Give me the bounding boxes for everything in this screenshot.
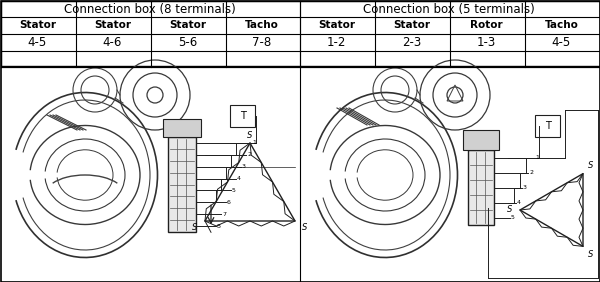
Text: 3: 3 (242, 164, 246, 169)
Bar (535, 115, 560, 137)
Text: 2: 2 (247, 152, 251, 157)
Bar (468, 150, 494, 225)
Text: Stator: Stator (169, 21, 206, 30)
Bar (163, 119, 201, 137)
Text: 4-5: 4-5 (28, 36, 47, 49)
Text: 1-2: 1-2 (327, 36, 346, 49)
Text: 5-6: 5-6 (178, 36, 197, 49)
Text: Stator: Stator (94, 21, 131, 30)
Text: Connection box (5 terminals): Connection box (5 terminals) (363, 3, 535, 16)
Text: T: T (545, 121, 550, 131)
Bar (1, 1, 599, 65)
Text: 1: 1 (535, 155, 539, 160)
Bar (168, 137, 196, 232)
Text: Stator: Stator (19, 21, 56, 30)
Text: Tacho: Tacho (545, 21, 578, 30)
Bar (230, 105, 255, 127)
Text: 5: 5 (511, 215, 515, 220)
Text: 3: 3 (523, 185, 527, 190)
Text: 4: 4 (517, 200, 521, 205)
Text: Tacho: Tacho (245, 21, 279, 30)
Text: S: S (589, 250, 593, 259)
Text: Rotor: Rotor (470, 21, 503, 30)
Text: S: S (247, 131, 253, 140)
Bar (463, 130, 499, 150)
Text: 7: 7 (222, 212, 226, 217)
Text: Stator: Stator (393, 21, 430, 30)
Text: 8: 8 (217, 224, 221, 229)
Text: 2-3: 2-3 (402, 36, 421, 49)
Text: 5: 5 (232, 188, 236, 193)
Text: Stator: Stator (318, 21, 355, 30)
Text: S: S (192, 222, 197, 232)
Text: T: T (239, 111, 245, 121)
Text: 2: 2 (529, 170, 533, 175)
Text: Connection box (8 terminals): Connection box (8 terminals) (64, 3, 235, 16)
Text: S: S (302, 222, 308, 232)
Text: S: S (589, 161, 593, 170)
Text: 4-6: 4-6 (103, 36, 122, 49)
Text: 4: 4 (237, 176, 241, 181)
Text: 1-3: 1-3 (477, 36, 496, 49)
Text: 1: 1 (252, 140, 256, 146)
Text: 7-8: 7-8 (253, 36, 272, 49)
Text: 6: 6 (227, 200, 231, 205)
Text: S: S (508, 206, 512, 215)
Text: 4-5: 4-5 (552, 36, 571, 49)
